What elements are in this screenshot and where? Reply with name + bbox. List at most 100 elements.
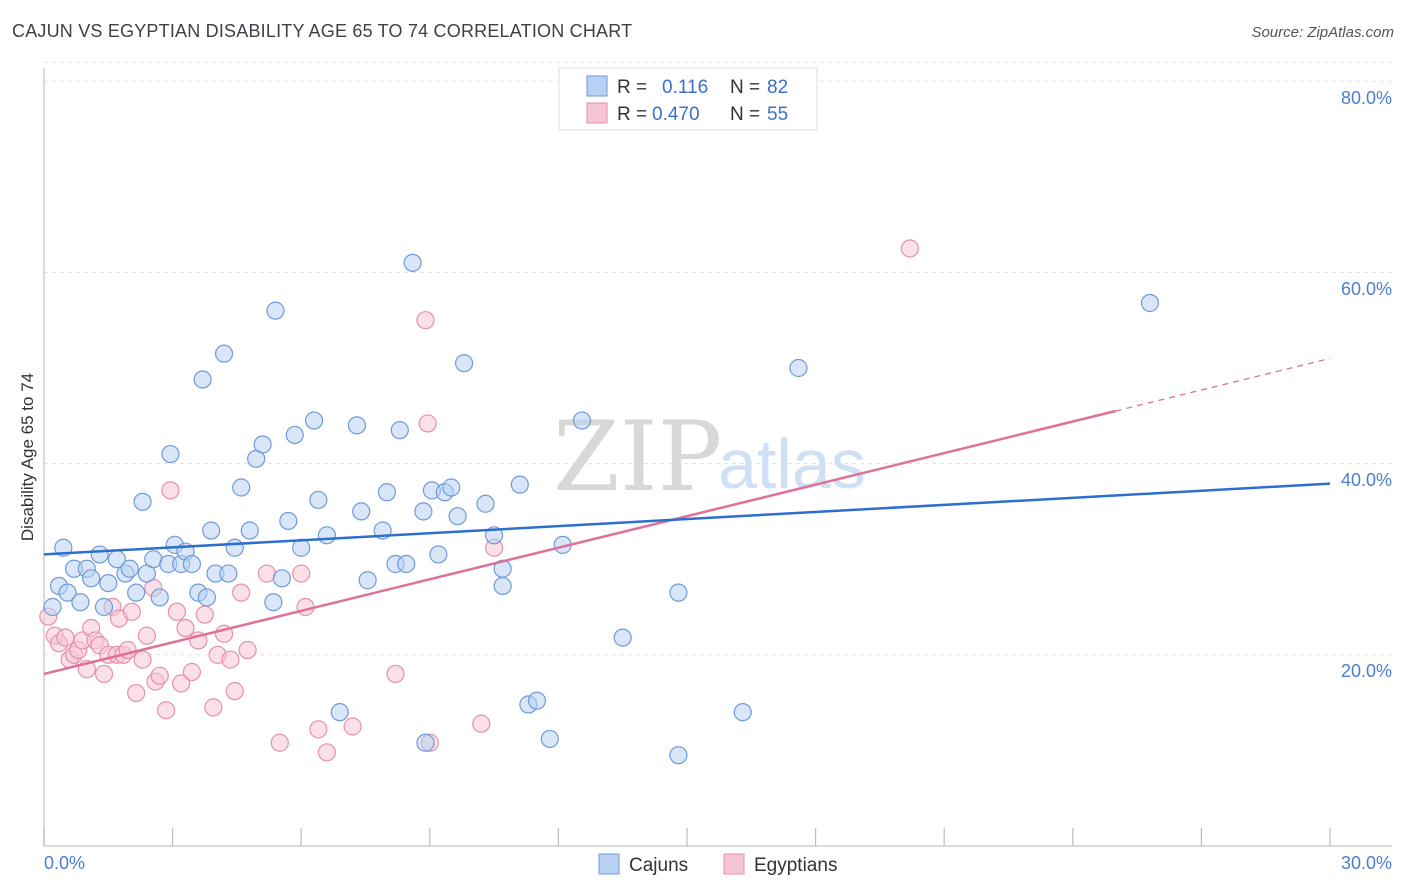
- egyptians-n-label: N =: [730, 104, 760, 125]
- cajuns-point-79: [1140, 293, 1160, 313]
- egyptians-point-21: [133, 650, 152, 669]
- egyptians-point-46: [317, 743, 337, 762]
- egyptians-point-44: [296, 597, 315, 617]
- cajuns-r-value: 0.116: [662, 77, 708, 98]
- cajuns-point-78: [789, 358, 808, 378]
- cajuns-point-40: [279, 511, 298, 531]
- cajuns-point-36: [253, 435, 272, 454]
- cajuns-point-77: [733, 703, 752, 722]
- x-tick-label-min: 0.0%: [44, 853, 85, 873]
- egyptians-point-26: [157, 701, 176, 720]
- egyptians-r-label: R =: [617, 104, 647, 125]
- axes: [43, 68, 1392, 847]
- y-tick-label-20: 20.0%: [1341, 661, 1392, 681]
- egyptians-legend-label: Egyptians: [754, 855, 837, 876]
- egyptians-point-41: [257, 564, 277, 583]
- egyptians-point-45: [309, 720, 328, 739]
- cajuns-point-57: [416, 733, 435, 752]
- cajuns-point-74: [613, 628, 632, 647]
- cajuns-point-14: [127, 583, 146, 602]
- egyptians-point-47: [343, 717, 362, 736]
- cajuns-points: [43, 253, 1160, 765]
- cajuns-point-34: [240, 521, 259, 540]
- cajuns-point-44: [309, 490, 328, 510]
- x-axis-ticks: [43, 828, 1331, 846]
- egyptians-point-29: [172, 674, 191, 693]
- egyptians-r-value: 0.470: [652, 104, 700, 125]
- egyptians-point-20: [127, 683, 146, 703]
- egyptians-point-50: [418, 414, 437, 433]
- egyptians-point-30: [176, 618, 195, 638]
- cajuns-point-13: [120, 559, 139, 578]
- egyptians-point-40: [238, 640, 257, 660]
- cajuns-point-59: [429, 545, 448, 564]
- egyptians-bottom-swatch: [723, 853, 745, 875]
- cajuns-point-45: [317, 526, 337, 545]
- egyptians-point-12: [94, 664, 114, 684]
- source-label: Source: ZipAtlas.com: [1251, 24, 1394, 41]
- egyptians-point-39: [232, 583, 251, 602]
- cajuns-point-43: [304, 411, 324, 430]
- cajuns-r-label: R =: [617, 77, 647, 98]
- egyptians-point-52: [472, 714, 491, 733]
- cajuns-trend-line: [43, 482, 1331, 556]
- egyptians-point-38: [225, 682, 244, 701]
- cajuns-point-63: [454, 354, 474, 373]
- cajuns-legend-label: Cajuns: [629, 855, 688, 876]
- egyptians-point-43: [292, 564, 311, 583]
- stats-legend: R = 0.116 N = 82 R = 0.470 N = 55: [558, 67, 818, 131]
- cajuns-point-26: [193, 370, 212, 389]
- cajuns-point-9: [94, 597, 114, 617]
- cajuns-n-label: N =: [730, 77, 760, 98]
- cajuns-point-20: [161, 444, 180, 464]
- cajuns-point-33: [232, 478, 251, 497]
- egyptians-point-25: [150, 666, 169, 685]
- trend-lines: [43, 357, 1331, 676]
- chart-title: CAJUN VS EGYPTIAN DISABILITY AGE 65 TO 7…: [12, 21, 633, 41]
- egyptians-trend-extension: [1115, 357, 1331, 412]
- cajuns-point-7: [82, 569, 101, 588]
- egyptians-point-28: [167, 602, 186, 621]
- cajuns-point-54: [397, 554, 416, 574]
- y-tick-label-40: 40.0%: [1341, 470, 1392, 490]
- egyptians-point-34: [204, 698, 223, 717]
- cajuns-point-51: [377, 483, 397, 502]
- y-tick-label-80: 80.0%: [1341, 88, 1392, 108]
- egyptians-trend-line: [43, 409, 1116, 676]
- cajuns-point-71: [540, 729, 559, 749]
- egyptians-point-22: [137, 626, 156, 645]
- cajuns-point-39: [272, 569, 292, 588]
- cajuns-point-15: [133, 492, 152, 511]
- cajuns-point-32: [225, 538, 244, 557]
- egyptians-point-49: [416, 311, 435, 330]
- cajuns-point-17: [144, 550, 163, 569]
- cajuns-point-10: [99, 573, 118, 593]
- y-tick-label-60: 60.0%: [1341, 279, 1392, 299]
- cajuns-point-5: [71, 593, 90, 612]
- cajuns-point-68: [510, 475, 529, 494]
- cajuns-point-46: [330, 703, 349, 722]
- egyptians-point-33: [195, 605, 214, 624]
- cajuns-point-3: [58, 583, 77, 602]
- egyptians-point-3: [56, 628, 75, 647]
- cajuns-point-27: [197, 588, 216, 607]
- cajuns-bottom-swatch: [598, 853, 620, 875]
- egyptians-point-48: [386, 664, 405, 684]
- gridlines: [44, 61, 1392, 656]
- cajuns-point-55: [403, 253, 422, 272]
- watermark: ZIP atlas: [553, 401, 866, 513]
- cajuns-point-76: [669, 746, 688, 765]
- y-axis-label: Disability Age 65 to 74: [18, 373, 37, 541]
- cajuns-point-0: [43, 597, 62, 617]
- cajuns-point-70: [527, 691, 547, 710]
- egyptians-points: [39, 239, 920, 762]
- cajuns-point-41: [285, 425, 304, 445]
- cajuns-point-75: [669, 583, 688, 602]
- cajuns-point-49: [358, 571, 377, 590]
- cajuns-point-62: [448, 507, 467, 526]
- cajuns-point-61: [442, 478, 461, 497]
- cajuns-point-67: [493, 576, 512, 596]
- cajuns-point-47: [347, 416, 367, 435]
- cajuns-point-73: [572, 411, 592, 430]
